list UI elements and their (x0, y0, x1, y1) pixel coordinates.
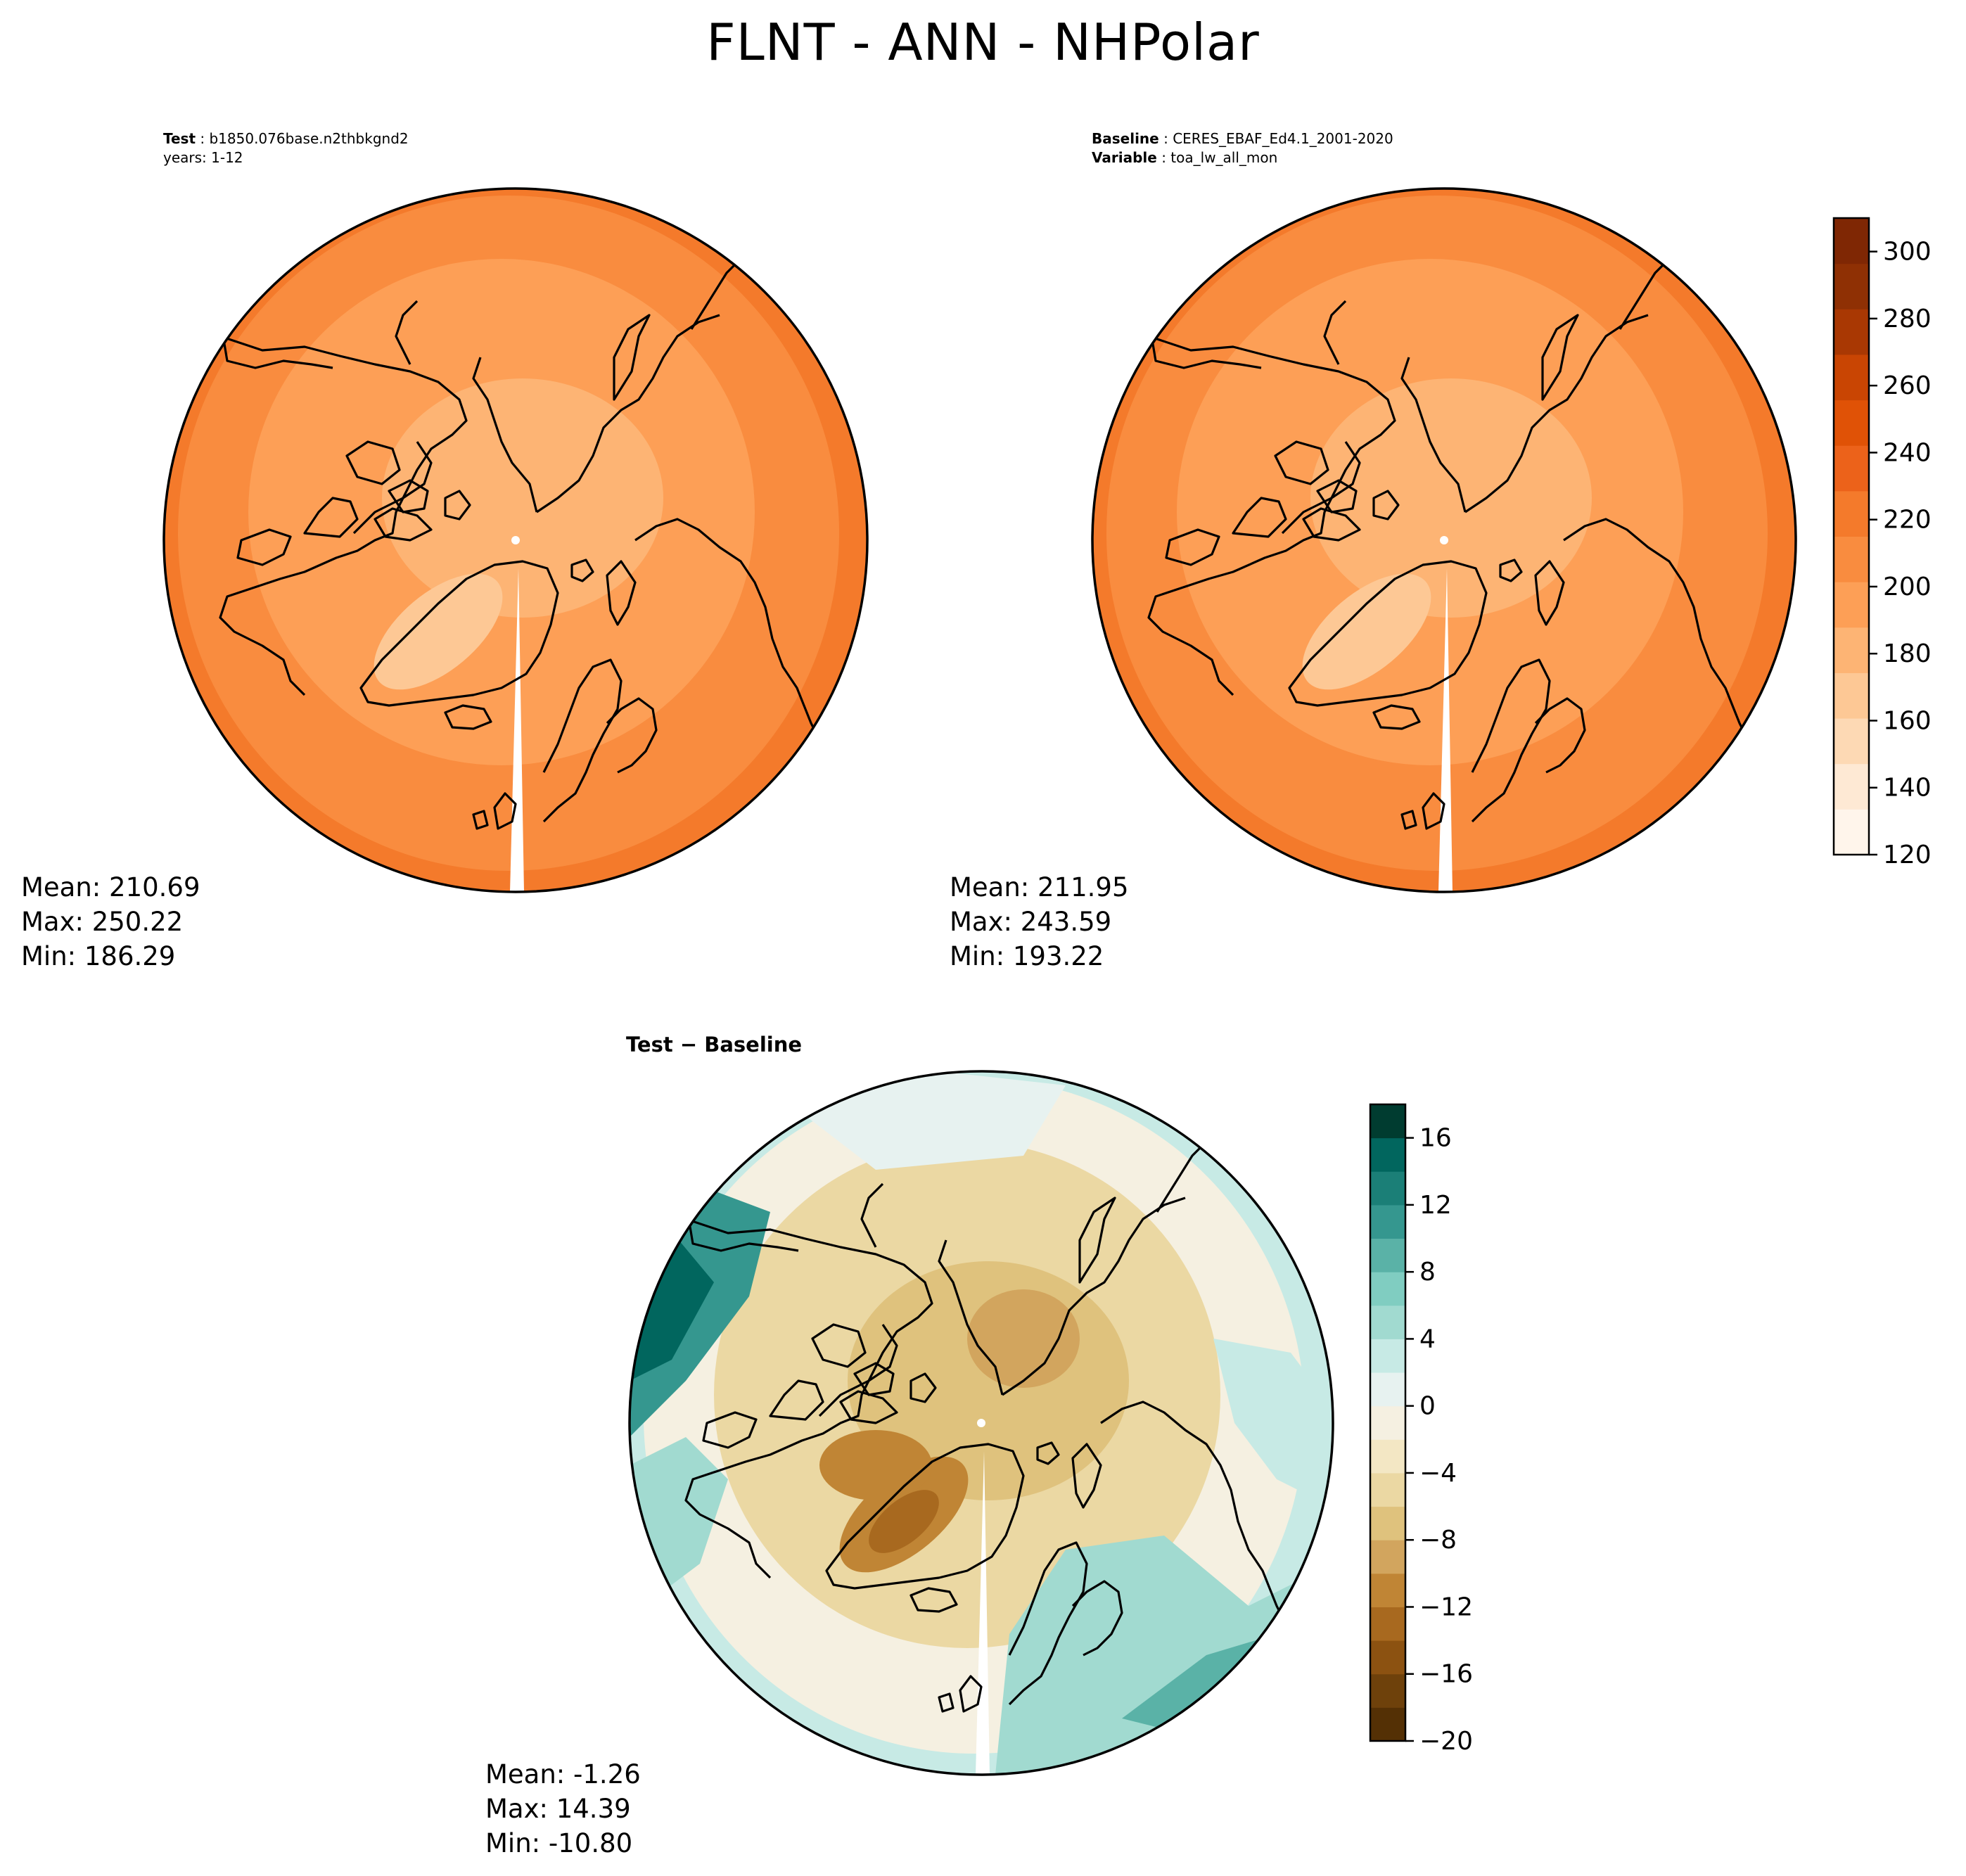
diff-colorbar-band (1370, 1506, 1405, 1540)
diff-colorbar-tick-label: −8 (1419, 1526, 1457, 1555)
main-colorbar-band (1834, 354, 1869, 401)
main-colorbar-band (1834, 490, 1869, 537)
main-colorbar-band (1834, 400, 1869, 446)
diff-colorbar-band (1370, 1640, 1405, 1675)
diff-colorbar-tick-label: −4 (1419, 1459, 1457, 1488)
main-colorbar-tick-label: 180 (1883, 639, 1932, 668)
test-panel-header: Test : b1850.076base.n2thbkgnd2 years: 1… (163, 130, 409, 166)
diff-colorbar-band (1370, 1272, 1405, 1306)
diff-colorbar-band (1370, 1305, 1405, 1339)
test-label: Test (163, 130, 196, 147)
baseline-name: CERES_EBAF_Ed4.1_2001-2020 (1173, 130, 1393, 147)
main-colorbar-band (1834, 672, 1869, 719)
main-colorbar-tick-label: 120 (1883, 841, 1932, 869)
baseline-mean: Mean: 211.95 (950, 872, 1129, 902)
main-colorbar-band (1834, 718, 1869, 765)
baseline-max: Max: 243.59 (950, 907, 1112, 937)
diff-colorbar: 16 12 8 4 0 −4 −8 −12 −16 −20 (1369, 1103, 1473, 1756)
diff-min: Min: -10.80 (485, 1828, 633, 1858)
main-colorbar-band (1834, 627, 1869, 673)
test-map-boundary (162, 187, 869, 893)
main-colorbar-band (1834, 263, 1869, 310)
diff-colorbar-band (1370, 1673, 1405, 1708)
main-colorbar-band (1834, 536, 1869, 582)
diff-colorbar-tick-label: 0 (1419, 1392, 1436, 1421)
diff-colorbar-band (1370, 1472, 1405, 1507)
diff-colorbar-band (1370, 1405, 1405, 1440)
diff-colorbar-band (1370, 1204, 1405, 1239)
main-colorbar-band (1834, 309, 1869, 355)
test-max: Max: 250.22 (21, 907, 184, 937)
diff-colorbar-tick-label: 8 (1419, 1258, 1436, 1287)
diff-map-boundary (628, 1070, 1334, 1776)
diff-colorbar-band (1370, 1707, 1405, 1742)
diff-colorbar-band (1370, 1372, 1405, 1407)
diff-panel-title: Test − Baseline (626, 1033, 803, 1057)
baseline-stats: Mean: 211.95 Max: 243.59 Min: 193.22 (950, 870, 1129, 974)
test-case-name: b1850.076base.n2thbkgnd2 (209, 130, 409, 147)
main-colorbar-tick-label: 260 (1883, 371, 1932, 400)
main-colorbar-band (1834, 809, 1869, 855)
diff-colorbar-band (1370, 1607, 1405, 1641)
diff-colorbar-band (1370, 1540, 1405, 1574)
diff-colorbar-tick-label: −20 (1419, 1727, 1473, 1756)
diff-colorbar-tick-label: −16 (1419, 1660, 1473, 1689)
main-colorbar-tick-label: 300 (1883, 238, 1932, 267)
test-map (162, 187, 869, 893)
diff-colorbar-tick-label: 16 (1419, 1124, 1452, 1153)
diff-colorbar-band (1370, 1573, 1405, 1607)
test-years: years: 1-12 (163, 149, 243, 166)
main-colorbar: 120 140 160 180 200 220 240 260 280 300 (1832, 217, 1932, 869)
baseline-label: Baseline (1092, 130, 1159, 147)
main-colorbar-tick-label: 280 (1883, 305, 1932, 333)
diff-stats: Mean: -1.26 Max: 14.39 Min: -10.80 (485, 1757, 641, 1861)
diff-colorbar-band (1370, 1104, 1405, 1139)
baseline-map (1091, 187, 1797, 893)
baseline-panel-header: Baseline : CERES_EBAF_Ed4.1_2001-2020 Va… (1092, 130, 1393, 166)
variable-label: Variable (1092, 149, 1157, 166)
main-colorbar-tick-label: 140 (1883, 774, 1932, 803)
main-colorbar-band (1834, 218, 1869, 264)
main-colorbar-tick-label: 200 (1883, 573, 1932, 601)
diff-colorbar-tick-label: −12 (1419, 1593, 1473, 1621)
diff-colorbar-band (1370, 1137, 1405, 1172)
main-colorbar-band (1834, 763, 1869, 810)
diff-colorbar-band (1370, 1238, 1405, 1272)
test-mean: Mean: 210.69 (21, 872, 200, 902)
diff-max: Max: 14.39 (485, 1794, 631, 1824)
main-colorbar-tick-label: 160 (1883, 706, 1932, 735)
main-colorbar-tick-label: 220 (1883, 506, 1932, 535)
test-stats: Mean: 210.69 Max: 250.22 Min: 186.29 (21, 870, 200, 974)
baseline-map-boundary (1091, 187, 1797, 893)
variable-name: toa_lw_all_mon (1170, 149, 1278, 166)
diff-colorbar-band (1370, 1171, 1405, 1206)
diff-map (628, 1070, 1334, 1776)
test-min: Min: 186.29 (21, 941, 176, 971)
baseline-min: Min: 193.22 (950, 941, 1104, 971)
diff-colorbar-tick-label: 12 (1419, 1191, 1452, 1220)
main-colorbar-tick-label: 240 (1883, 438, 1932, 467)
figure-title: FLNT - ANN - NHPolar (706, 13, 1260, 72)
main-colorbar-band (1834, 445, 1869, 492)
diff-colorbar-band (1370, 1339, 1405, 1373)
main-colorbar-band (1834, 582, 1869, 628)
diff-colorbar-tick-label: 4 (1419, 1325, 1436, 1353)
diff-colorbar-band (1370, 1439, 1405, 1474)
diff-mean: Mean: -1.26 (485, 1759, 641, 1789)
